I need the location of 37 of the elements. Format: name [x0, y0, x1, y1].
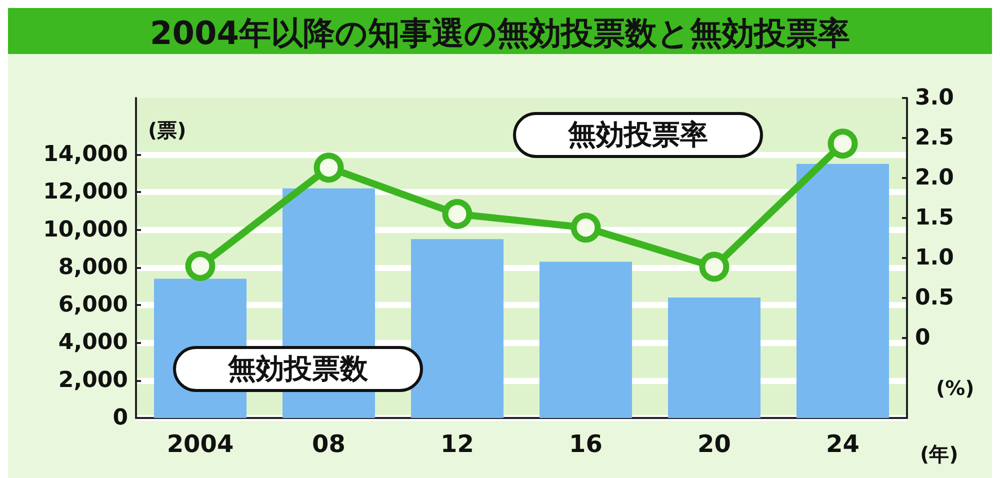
y2-tick-label: 0.5	[915, 286, 954, 310]
x-tick-label: 2004	[166, 430, 234, 458]
x-tick-label: 12	[440, 430, 474, 458]
y-tick-label: 10,000	[43, 217, 128, 242]
y-tick-label: 8,000	[58, 254, 128, 280]
point	[828, 128, 858, 159]
y-tick-label: 0	[112, 406, 128, 430]
x-tick-label: 16	[569, 430, 602, 458]
y-axis-title: (票)	[148, 118, 186, 142]
bar	[410, 239, 504, 418]
y2-tick-label: 1.0	[915, 246, 954, 270]
y2-tick-label: 2.0	[915, 166, 954, 190]
point	[185, 251, 216, 281]
y2-tick-label: 0	[915, 326, 930, 350]
y2-axis-title: (%)	[936, 376, 974, 400]
x-axis-title: (年)	[920, 442, 958, 466]
y2-tick-label: 1.5	[915, 206, 954, 230]
bar	[539, 262, 632, 418]
y-tick-label: 6,000	[58, 292, 128, 318]
y-tick-label: 12,000	[43, 180, 128, 205]
x-tick-label: 20	[698, 430, 731, 458]
y2-tick-label: 3.0	[915, 86, 954, 110]
point	[314, 152, 344, 183]
y-tick-label: 2,000	[58, 368, 128, 393]
bar	[668, 298, 761, 418]
y-tick-label: 14,000	[43, 142, 128, 167]
callout-box: 無効投票数	[173, 346, 423, 392]
x-tick-label: 24	[826, 430, 860, 458]
bar	[796, 164, 890, 418]
callout-box: 無効投票率	[513, 112, 763, 158]
point	[699, 252, 730, 282]
y2-tick-label: 2.5	[915, 126, 954, 150]
x-tick-label: 08	[312, 430, 346, 458]
y-tick-label: 4,000	[58, 330, 128, 356]
chart-title: 2004年以降の知事選の無効投票数と無効投票率	[150, 14, 850, 52]
point	[570, 212, 601, 243]
point	[442, 199, 472, 229]
